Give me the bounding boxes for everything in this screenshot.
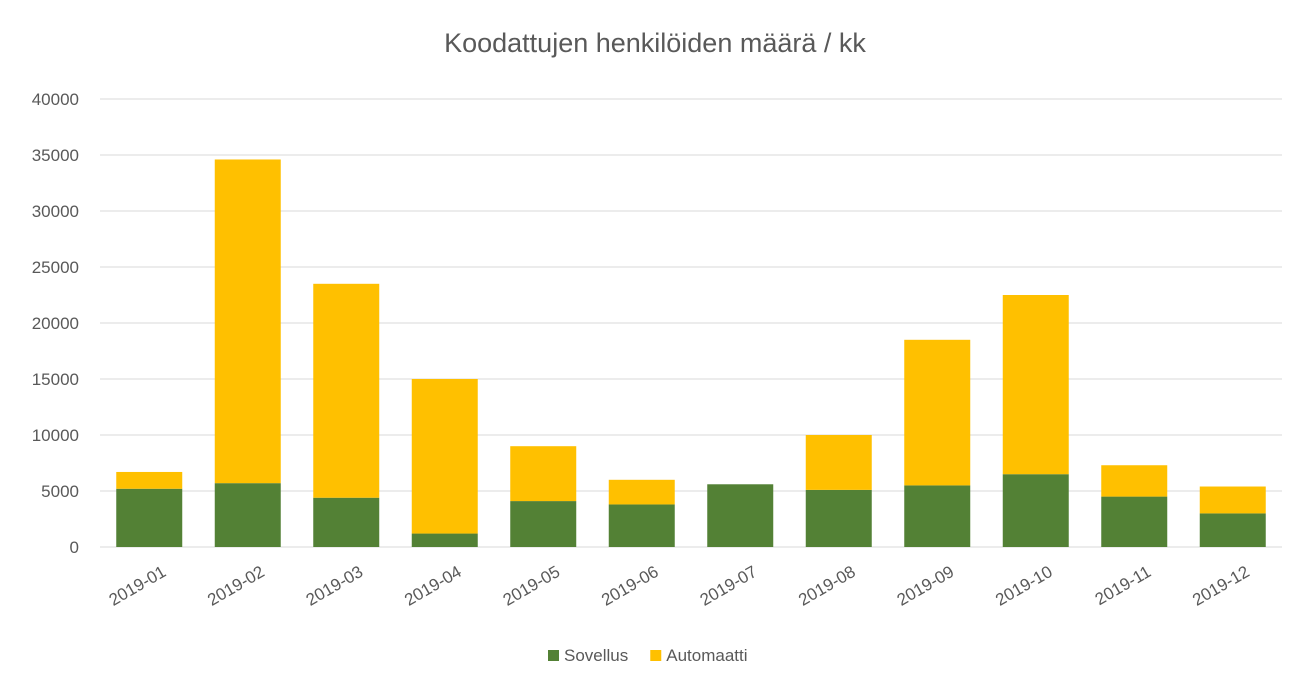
- y-tick-label: 10000: [32, 426, 79, 445]
- bar-sovellus-2019-06: [608, 504, 675, 547]
- x-axis-ticks: 2019-01 2019-02 2019-03 2019-04 2019-05 2019-…: [106, 562, 1253, 610]
- x-tick-group: 2019-08: [795, 562, 859, 610]
- bar-automaatti-2019-05: [510, 446, 577, 502]
- chart-title: Koodattujen henkilöiden määrä / kk: [444, 28, 866, 58]
- y-tick-label: 5000: [41, 482, 79, 501]
- bar-automaatti-2019-03: [313, 283, 380, 498]
- x-tick-group: 2019-01: [106, 562, 170, 610]
- bars: [116, 159, 1266, 547]
- y-tick-label: 15000: [32, 370, 79, 389]
- x-tick-group: 2019-03: [303, 562, 367, 610]
- bar-sovellus-2019-04: [411, 533, 478, 547]
- x-tick-label: 2019-05: [500, 562, 564, 610]
- bar-sovellus-2019-09: [904, 485, 971, 547]
- x-tick-group: 2019-04: [401, 562, 465, 610]
- bar-sovellus-2019-01: [116, 488, 183, 547]
- x-tick-group: 2019-10: [992, 562, 1056, 610]
- x-tick-label: 2019-10: [992, 562, 1056, 610]
- bar-automaatti-2019-10: [1002, 295, 1069, 475]
- x-tick-label: 2019-12: [1189, 562, 1253, 610]
- x-tick-group: 2019-12: [1189, 562, 1253, 610]
- bar-sovellus-2019-05: [510, 501, 577, 547]
- x-tick-label: 2019-02: [204, 562, 268, 610]
- y-tick-label: 40000: [32, 90, 79, 109]
- bar-sovellus-2019-02: [214, 483, 281, 547]
- x-tick-label: 2019-03: [303, 562, 367, 610]
- x-tick-group: 2019-11: [1092, 562, 1154, 609]
- x-tick-label: 2019-07: [697, 562, 761, 610]
- bar-sovellus-2019-07: [707, 484, 774, 547]
- x-tick-label: 2019-04: [401, 562, 465, 610]
- x-tick-group: 2019-09: [894, 562, 958, 610]
- x-tick-label: 2019-01: [106, 562, 170, 610]
- y-tick-label: 35000: [32, 146, 79, 165]
- x-tick-group: 2019-07: [697, 562, 761, 610]
- y-tick-label: 0: [70, 538, 79, 557]
- bar-automaatti-2019-11: [1101, 465, 1168, 497]
- bar-sovellus-2019-08: [805, 489, 872, 547]
- x-tick-group: 2019-05: [500, 562, 564, 610]
- bar-automaatti-2019-04: [411, 379, 478, 534]
- legend-label-sovellus: Sovellus: [564, 646, 628, 665]
- bar-automaatti-2019-02: [214, 159, 281, 484]
- x-tick-group: 2019-06: [598, 562, 662, 610]
- bar-automaatti-2019-06: [608, 479, 675, 505]
- bar-automaatti-2019-09: [904, 339, 971, 486]
- bar-sovellus-2019-03: [313, 497, 380, 547]
- x-tick-label: 2019-06: [598, 562, 662, 610]
- legend-swatch-automaatti: [650, 650, 662, 661]
- x-tick-label: 2019-09: [894, 562, 958, 610]
- legend-label-automaatti: Automaatti: [666, 646, 747, 665]
- legend: Sovellus Automaatti: [548, 646, 748, 665]
- bar-automaatti-2019-08: [805, 435, 872, 490]
- bar-sovellus-2019-12: [1199, 513, 1266, 547]
- x-tick-label: 2019-11: [1092, 562, 1154, 609]
- y-tick-label: 20000: [32, 314, 79, 333]
- bar-automaatti-2019-01: [116, 471, 183, 489]
- y-tick-label: 25000: [32, 258, 79, 277]
- y-tick-label: 30000: [32, 202, 79, 221]
- bar-sovellus-2019-11: [1101, 496, 1168, 547]
- bar-automaatti-2019-12: [1199, 486, 1266, 514]
- legend-swatch-sovellus: [548, 650, 559, 661]
- y-axis-ticks: 0 5000 10000 15000 20000 25000 30000 35000 40000: [32, 90, 79, 557]
- bar-sovellus-2019-10: [1002, 474, 1069, 547]
- gridlines: [100, 98, 1282, 548]
- x-tick-label: 2019-08: [795, 562, 859, 610]
- x-tick-group: 2019-02: [204, 562, 268, 610]
